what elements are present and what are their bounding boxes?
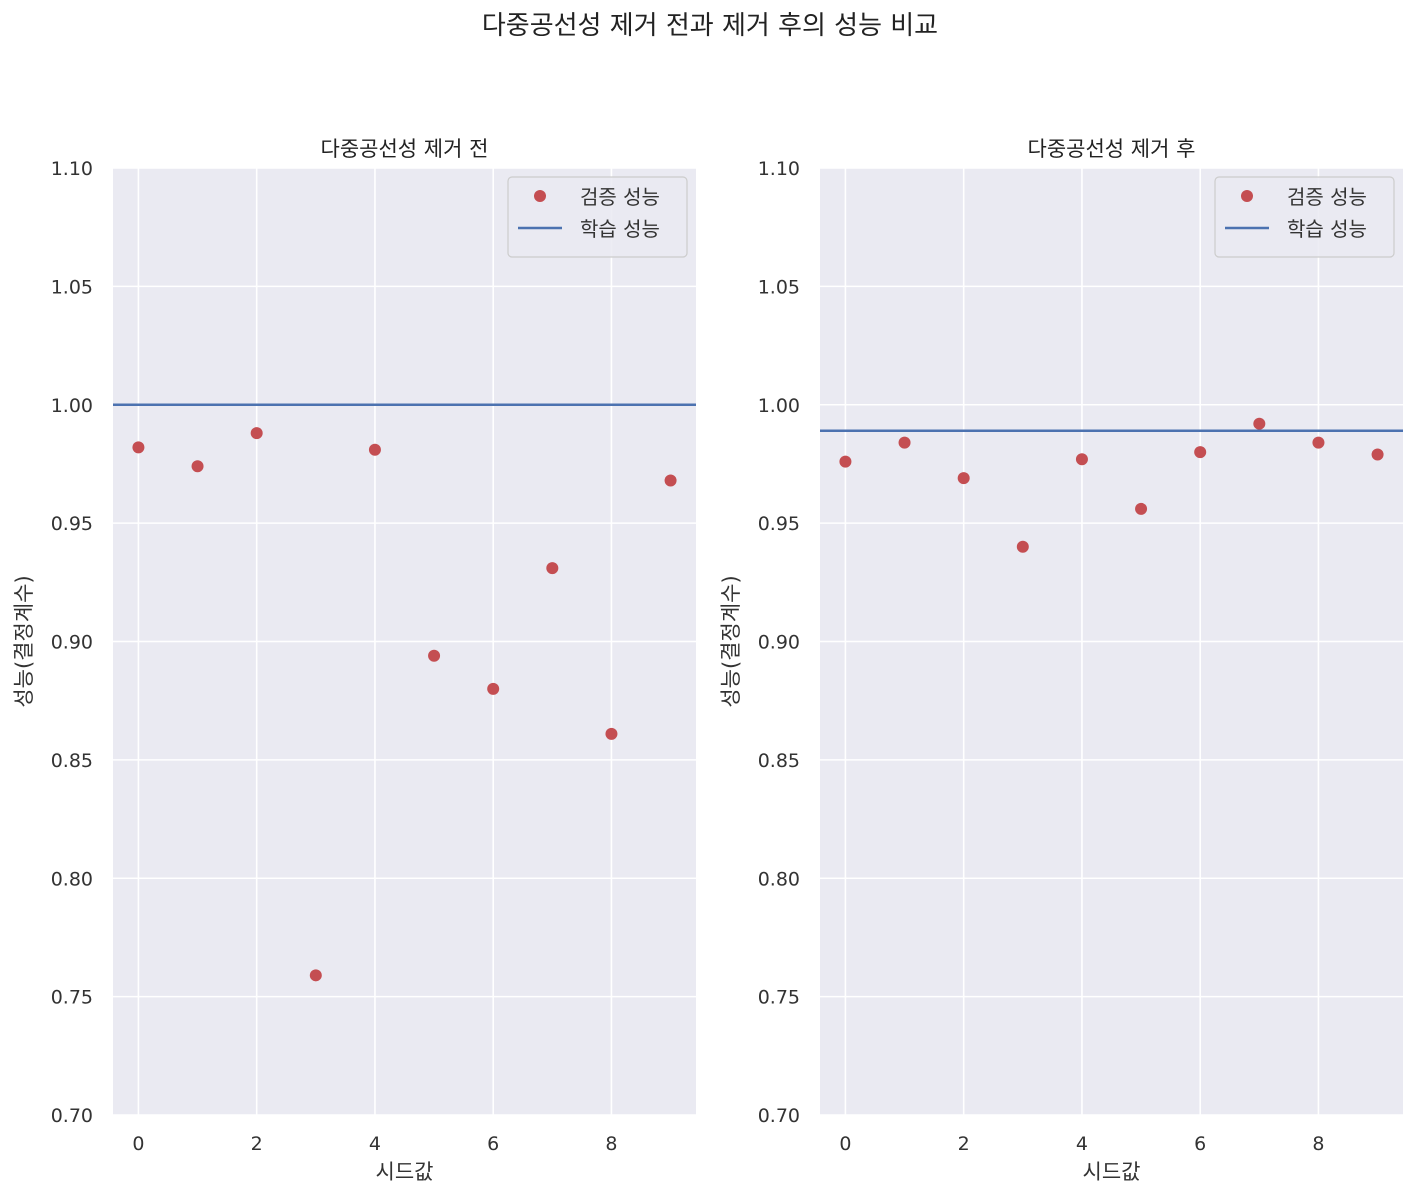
y-tick-label: 1.00 — [758, 395, 800, 417]
subplot-title: 다중공선성 제거 전 — [321, 137, 489, 161]
x-tick-label: 4 — [369, 1133, 381, 1155]
x-tick-label: 6 — [487, 1133, 499, 1155]
x-tick-label: 6 — [1194, 1133, 1206, 1155]
x-tick-label: 0 — [839, 1133, 851, 1155]
x-axis-label: 시드값 — [376, 1160, 434, 1184]
legend-marker-validation — [534, 190, 546, 202]
legend-label-validation: 검증 성능 — [1287, 185, 1367, 209]
y-tick-label: 0.70 — [758, 1105, 800, 1127]
legend-label-train: 학습 성능 — [580, 217, 660, 241]
y-tick-label: 0.95 — [758, 513, 800, 535]
y-tick-label: 0.90 — [51, 632, 93, 654]
y-tick-label: 0.80 — [758, 868, 800, 890]
y-tick-label: 1.10 — [758, 158, 800, 180]
validation-point — [1371, 448, 1384, 461]
validation-point — [1135, 502, 1148, 515]
validation-point — [546, 562, 559, 575]
subplot-after-removal: 0.70 0.75 0.80 0.85 0.90 0.95 1.00 1.05 1.10 0 2 4 6… — [719, 137, 1403, 1184]
validation-point — [428, 649, 441, 662]
validation-point — [250, 427, 263, 440]
validation-point — [898, 436, 911, 449]
validation-point — [132, 441, 145, 454]
validation-point — [487, 682, 500, 695]
validation-point — [1312, 436, 1325, 449]
legend-marker-validation — [1241, 190, 1253, 202]
legend-box — [507, 176, 688, 258]
y-tick-label: 0.95 — [51, 513, 93, 535]
validation-point — [1194, 446, 1207, 459]
y-tick-label: 0.70 — [51, 1105, 93, 1127]
legend-box — [1214, 176, 1395, 258]
subplot-before-removal: 0.70 0.75 0.80 0.85 0.90 0.95 1.00 1.05 1.10 0 2 4 6… — [12, 137, 696, 1184]
validation-point — [957, 472, 970, 485]
legend-label-validation: 검증 성능 — [580, 185, 660, 209]
subplot-title: 다중공선성 제거 후 — [1028, 137, 1196, 161]
validation-point — [368, 443, 381, 456]
validation-point — [1075, 453, 1088, 466]
validation-point — [839, 455, 852, 468]
x-tick-label: 0 — [132, 1133, 144, 1155]
y-tick-label: 1.05 — [758, 276, 800, 298]
validation-point — [1253, 417, 1266, 430]
figure-suptitle: 다중공선성 제거 전과 제거 후의 성능 비교 — [482, 11, 938, 41]
y-tick-label: 0.85 — [758, 750, 800, 772]
x-tick-label: 8 — [1312, 1133, 1324, 1155]
y-axis-label: 성능(결정계수) — [12, 575, 36, 707]
y-tick-label: 1.10 — [51, 158, 93, 180]
y-tick-label: 0.75 — [758, 987, 800, 1009]
validation-point — [309, 969, 322, 982]
validation-point — [605, 727, 618, 740]
x-tick-label: 2 — [958, 1133, 970, 1155]
y-tick-label: 0.90 — [758, 632, 800, 654]
validation-point — [1016, 540, 1029, 553]
y-axis-label: 성능(결정계수) — [719, 575, 743, 707]
legend-label-train: 학습 성능 — [1287, 217, 1367, 241]
validation-point — [191, 460, 204, 473]
y-tick-label: 0.75 — [51, 987, 93, 1009]
x-tick-label: 2 — [251, 1133, 263, 1155]
validation-point — [664, 474, 677, 487]
x-tick-label: 8 — [605, 1133, 617, 1155]
y-tick-label: 1.05 — [51, 276, 93, 298]
y-tick-label: 0.85 — [51, 750, 93, 772]
x-axis-label: 시드값 — [1083, 1160, 1141, 1184]
x-tick-label: 4 — [1076, 1133, 1088, 1155]
y-tick-label: 1.00 — [51, 395, 93, 417]
y-tick-label: 0.80 — [51, 868, 93, 890]
